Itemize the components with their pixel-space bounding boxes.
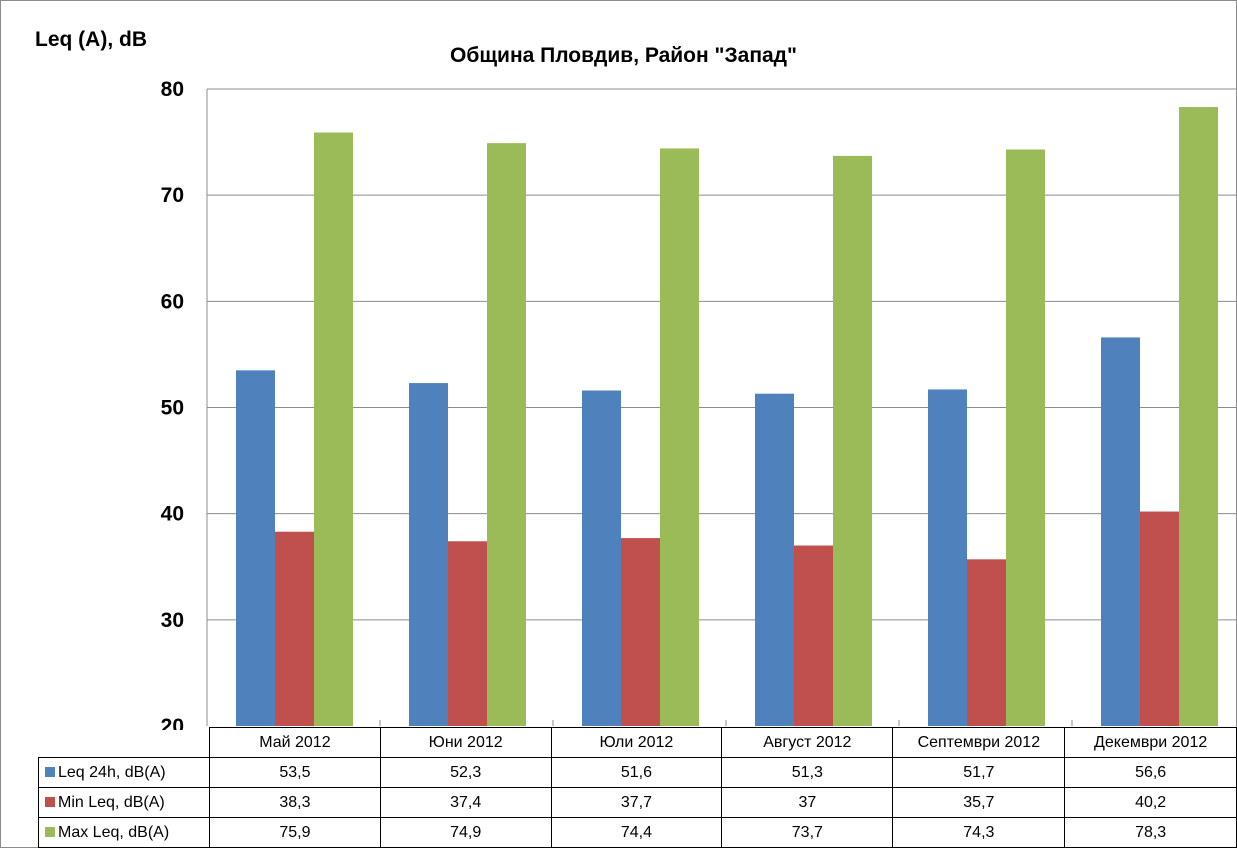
data-cell: 73,7 (721, 817, 894, 848)
bar (275, 531, 314, 726)
y-tick-label: 80 (161, 78, 184, 101)
table-row: Max Leq, dB(A) 75,9 74,9 74,4 73,7 74,3 78,3 (37, 817, 1237, 848)
data-cell: 37 (721, 787, 894, 818)
data-cell: 52,3 (379, 757, 552, 788)
bar (448, 541, 487, 726)
data-cell: 78,3 (1064, 817, 1237, 848)
bar (487, 143, 526, 726)
category-label: Юли 2012 (550, 727, 723, 758)
data-table: Май 2012 Юни 2012 Юли 2012 Август 2012 Септе… (37, 727, 1237, 848)
y-tick-label: 50 (161, 397, 184, 420)
y-axis-label: Leq (A), dB (35, 28, 147, 51)
data-cell: 40,2 (1064, 787, 1237, 818)
bar (967, 559, 1006, 726)
bar (314, 132, 353, 727)
bar (236, 370, 275, 726)
series-name: Leq 24h, dB(A) (58, 763, 166, 781)
data-cell: 37,4 (379, 787, 552, 818)
category-label: Август 2012 (721, 727, 894, 758)
data-cell: 74,3 (892, 817, 1066, 848)
data-cell: 38,3 (209, 787, 381, 818)
category-label: Декември 2012 (1064, 727, 1237, 758)
legend-entry: Leq 24h, dB(A) (37, 757, 211, 788)
data-cell: 74,9 (379, 817, 552, 848)
data-cell: 74,4 (550, 817, 723, 848)
category-label: Юни 2012 (379, 727, 552, 758)
data-cell: 75,9 (209, 817, 381, 848)
y-tick-label: 20 (161, 715, 184, 730)
y-tick-label: 30 (161, 609, 184, 632)
data-cell: 56,6 (1064, 757, 1237, 788)
bar (833, 155, 872, 726)
bar (755, 393, 794, 726)
bar (1179, 107, 1218, 726)
data-cell: 51,6 (550, 757, 723, 788)
table-corner (38, 727, 211, 758)
category-label: Май 2012 (209, 727, 381, 758)
bar (1101, 337, 1140, 726)
bar (660, 148, 699, 726)
chart-title: Община Пловдив, Район "Запад" (450, 44, 797, 67)
legend-entry: Max Leq, dB(A) (37, 817, 211, 848)
legend-swatch (45, 796, 55, 807)
bar (1140, 511, 1179, 726)
bar (409, 383, 448, 726)
bar (621, 538, 660, 726)
bar (794, 545, 833, 726)
bar (1006, 149, 1045, 726)
bar (928, 389, 967, 726)
data-cell: 37,7 (550, 787, 723, 818)
data-cell: 35,7 (892, 787, 1066, 818)
legend-swatch (45, 766, 55, 777)
data-cell: 51,7 (892, 757, 1066, 788)
table-row: Min Leq, dB(A) 38,3 37,4 37,7 37 35,7 40,2 (37, 787, 1237, 818)
y-tick-label: 60 (161, 290, 184, 313)
chart-plot: 20 30 40 50 60 70 80 (161, 78, 1237, 730)
legend-swatch (45, 826, 55, 837)
bar (582, 390, 621, 726)
series-name: Max Leq, dB(A) (58, 823, 170, 841)
category-label: Септември 2012 (892, 727, 1066, 758)
data-cell: 53,5 (209, 757, 381, 788)
series-name: Min Leq, dB(A) (58, 793, 165, 811)
table-row: Leq 24h, dB(A) 53,5 52,3 51,6 51,3 51,7 56,6 (37, 757, 1237, 788)
y-tick-label: 70 (161, 184, 184, 207)
legend-entry: Min Leq, dB(A) (37, 787, 211, 818)
data-cell: 51,3 (721, 757, 894, 788)
y-tick-label: 40 (161, 503, 184, 526)
